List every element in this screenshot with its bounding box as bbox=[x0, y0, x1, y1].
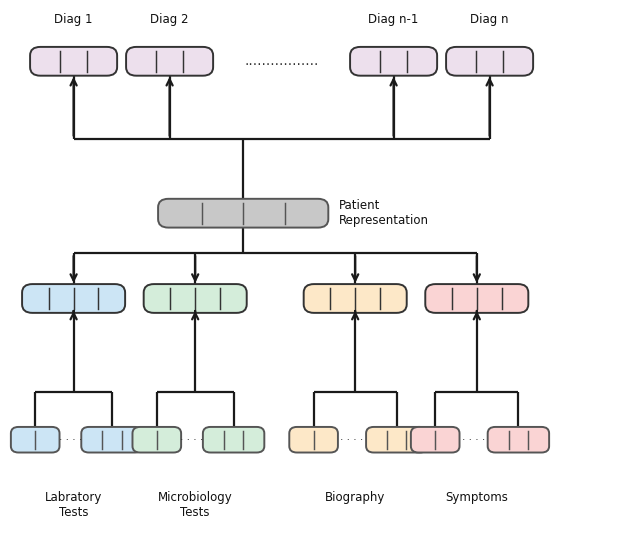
FancyBboxPatch shape bbox=[132, 427, 181, 453]
Text: · · · ·: · · · · bbox=[59, 435, 82, 445]
FancyBboxPatch shape bbox=[22, 284, 125, 313]
FancyBboxPatch shape bbox=[203, 427, 264, 453]
FancyBboxPatch shape bbox=[488, 427, 549, 453]
Text: Diag n-1: Diag n-1 bbox=[369, 13, 419, 26]
FancyBboxPatch shape bbox=[126, 47, 213, 76]
FancyBboxPatch shape bbox=[350, 47, 437, 76]
FancyBboxPatch shape bbox=[30, 47, 117, 76]
FancyBboxPatch shape bbox=[11, 427, 60, 453]
FancyBboxPatch shape bbox=[158, 199, 328, 228]
FancyBboxPatch shape bbox=[411, 427, 460, 453]
FancyBboxPatch shape bbox=[304, 284, 407, 313]
Text: Diag 1: Diag 1 bbox=[54, 13, 93, 26]
FancyBboxPatch shape bbox=[81, 427, 143, 453]
Text: · · · ·: · · · · bbox=[462, 435, 485, 445]
Text: .................: ................. bbox=[244, 54, 319, 68]
FancyBboxPatch shape bbox=[366, 427, 428, 453]
FancyBboxPatch shape bbox=[425, 284, 529, 313]
Text: · · · ·: · · · · bbox=[340, 435, 364, 445]
FancyBboxPatch shape bbox=[289, 427, 338, 453]
Text: Microbiology
Tests: Microbiology Tests bbox=[158, 491, 232, 519]
Text: Diag n: Diag n bbox=[470, 13, 509, 26]
Text: · · · ·: · · · · bbox=[180, 435, 204, 445]
FancyBboxPatch shape bbox=[446, 47, 533, 76]
Text: Diag 2: Diag 2 bbox=[150, 13, 189, 26]
Text: Biography: Biography bbox=[325, 491, 385, 504]
Text: Labratory
Tests: Labratory Tests bbox=[45, 491, 102, 519]
Text: Patient
Representation: Patient Representation bbox=[339, 199, 429, 227]
FancyBboxPatch shape bbox=[143, 284, 246, 313]
Text: Symptoms: Symptoms bbox=[445, 491, 508, 504]
